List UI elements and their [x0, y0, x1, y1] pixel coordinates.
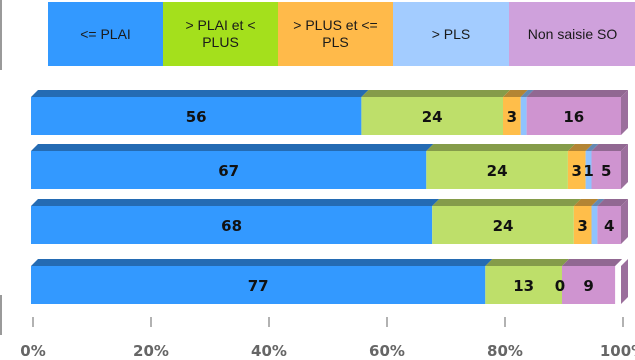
bar-segment: [31, 266, 486, 304]
bar-top-face: [31, 199, 440, 206]
bar-segment: [31, 97, 362, 135]
bar-segment: [585, 151, 592, 189]
bar-segment: [485, 266, 562, 304]
bar-side-face: [621, 259, 628, 304]
bar-segment: [526, 97, 621, 135]
data-label: 24: [487, 162, 508, 180]
x-tick-label: 60%: [369, 342, 405, 360]
bar-segment: [591, 206, 598, 244]
legend-label-plus-pls: > PLUS et <= PLS: [293, 17, 378, 50]
bar-top-face: [31, 144, 434, 151]
bar-top-face: [361, 90, 510, 97]
bar-top-face: [426, 144, 575, 151]
legend-entry-plai: <= PLAI: [48, 2, 163, 66]
x-tick-label: 20%: [133, 342, 169, 360]
data-label: 24: [422, 108, 443, 126]
bar-segment: [567, 151, 586, 189]
bar-top-face: [591, 144, 628, 151]
legend-entry-non-saisie: Non saisie SO: [509, 2, 635, 66]
data-label: 3: [572, 162, 582, 180]
legend-label-pls: > PLS: [431, 25, 471, 42]
bar-side-face: [621, 144, 628, 189]
x-tick-label: 0%: [20, 342, 45, 360]
data-label: 3: [507, 108, 517, 126]
bar-top-face: [31, 259, 493, 266]
chart-legend: <= PLAI > PLAI et < PLUS > PLUS et <= PL…: [48, 2, 635, 66]
left-frame-line-lower: [0, 295, 2, 335]
x-tick-label: 80%: [487, 342, 523, 360]
legend-label-non-saisie: Non saisie SO: [527, 25, 618, 42]
bar-segment: [597, 206, 621, 244]
data-label: 9: [583, 277, 593, 295]
bar-top-face: [432, 199, 581, 206]
bar-side-face: [621, 199, 628, 244]
legend-entry-plus-pls: > PLUS et <= PLS: [278, 2, 393, 66]
data-label: 13: [513, 277, 534, 295]
data-label: 56: [186, 108, 207, 126]
bar-segment: [361, 97, 503, 135]
bar-top-face: [31, 90, 369, 97]
bar-segment: [31, 206, 433, 244]
bar-top-face: [526, 90, 628, 97]
data-label: 0: [555, 277, 565, 295]
bar-segment: [426, 151, 568, 189]
bar-segment: [520, 97, 527, 135]
bar-segment: [591, 151, 621, 189]
bar-top-face: [520, 90, 534, 97]
data-label: 77: [248, 277, 269, 295]
bar-segment: [503, 97, 521, 135]
legend-label-plai: <= PLAI: [80, 25, 131, 42]
bar-top-face: [597, 199, 628, 206]
bar-top-face: [562, 259, 623, 266]
legend-entry-pls: > PLS: [393, 2, 509, 66]
bar-segment: [31, 151, 427, 189]
legend-label-plai-plus: > PLAI et < PLUS: [185, 17, 256, 50]
bar-segment: [573, 206, 592, 244]
x-tick-label: 40%: [251, 342, 287, 360]
data-label: 68: [221, 217, 242, 235]
bar-top-face: [503, 90, 528, 97]
data-label: 24: [493, 217, 514, 235]
bar-side-face: [621, 90, 628, 135]
data-label: 3: [577, 217, 587, 235]
bar-top-face: [485, 259, 569, 266]
x-tick-label: 100%: [600, 342, 635, 360]
legend-entry-plai-plus: > PLAI et < PLUS: [163, 2, 278, 66]
bar-top-face: [591, 199, 605, 206]
bar-segment: [432, 206, 574, 244]
bar-segment: [562, 266, 616, 304]
bar-top-face: [573, 199, 599, 206]
data-label: 1: [583, 162, 593, 180]
data-label: 5: [601, 162, 611, 180]
data-label: 4: [604, 217, 614, 235]
left-frame-line: [0, 0, 2, 70]
data-label: 67: [218, 162, 239, 180]
bar-top-face: [585, 144, 599, 151]
bar-top-face: [567, 144, 593, 151]
data-label: 16: [563, 108, 584, 126]
